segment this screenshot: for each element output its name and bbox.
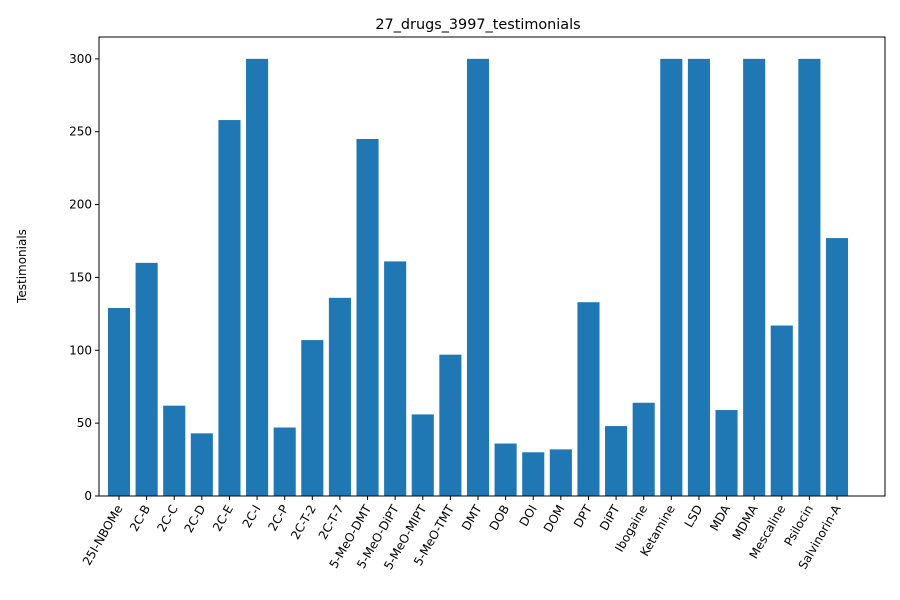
bar-Ketamine — [660, 58, 683, 497]
y-axis-label: Testimonials — [15, 229, 29, 304]
y-tick-label: 300 — [69, 52, 92, 66]
y-tick-label: 100 — [69, 343, 92, 357]
bar-DPT — [577, 302, 600, 496]
plot-frame — [98, 36, 886, 497]
bar-2C-I — [246, 58, 269, 497]
bar-2C-B — [135, 262, 158, 496]
bar-Psilocin — [798, 58, 821, 497]
y-tick-label: 0 — [84, 489, 92, 503]
bar-MDA — [715, 410, 738, 496]
bar-2C-T-2 — [301, 340, 324, 496]
y-tick-label: 150 — [69, 270, 92, 284]
bar-2C-T-7 — [328, 297, 351, 496]
bar-Mescaline — [770, 325, 793, 496]
bar-MDMA — [743, 58, 766, 497]
bar-LSD — [687, 58, 710, 497]
bar-5-MeO-DiPT — [384, 261, 407, 496]
bar-DOB — [494, 443, 517, 496]
bar-5-MeO-DMT — [356, 139, 379, 496]
bar-2C-E — [218, 120, 241, 496]
bar-DOI — [522, 452, 545, 496]
bar-2C-P — [273, 427, 296, 496]
bar-Ibogaine — [632, 402, 655, 496]
y-tick-label: 250 — [69, 125, 92, 139]
bar-25I-NBOMe — [107, 308, 131, 496]
y-tick-label: 200 — [69, 198, 92, 212]
bars-group — [107, 58, 849, 497]
bar-5-MeO-MIPT — [411, 414, 434, 496]
y-tick-label: 50 — [77, 416, 92, 430]
bar-2C-D — [190, 433, 213, 496]
bar-DOM — [549, 449, 572, 496]
bar-DMT — [466, 58, 490, 497]
chart-title: 27_drugs_3997_testimonials — [375, 17, 580, 33]
bar-2C-C — [163, 405, 186, 496]
bar-Salvinorin-A — [825, 238, 849, 496]
bar-DiPT — [605, 426, 628, 496]
bar-5-MeO-TMT — [439, 354, 462, 496]
y-axis-ticks: 0 50 100 150 200 250 300 — [69, 52, 99, 503]
